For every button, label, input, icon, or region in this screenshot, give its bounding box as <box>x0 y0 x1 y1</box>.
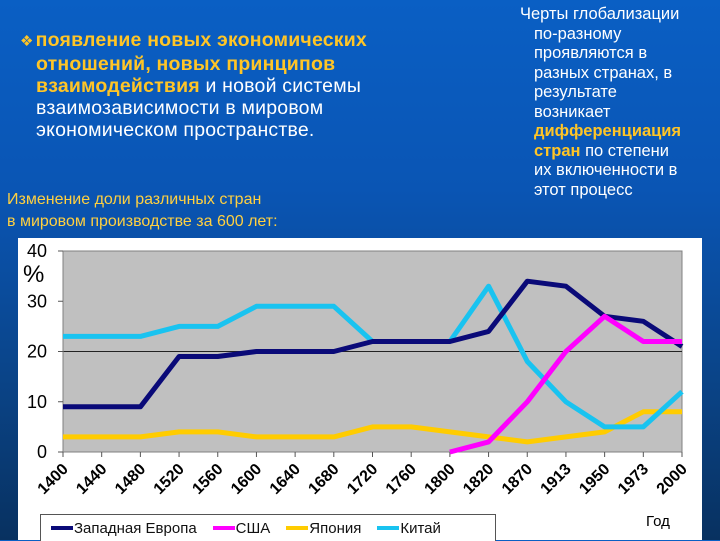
x-tick-label: 1820 <box>460 461 497 498</box>
x-tick-label: 2000 <box>654 461 691 498</box>
chart-legend: Западная Европа США Япония Китай <box>40 514 496 541</box>
side-note-highlight-1: дифференциация <box>534 122 682 140</box>
line-chart: 0 10 20 30 40% 1400 1440 1480 1520 1560 1600 1640 16… <box>23 241 691 530</box>
legend-item: Китай <box>377 520 441 537</box>
legend-item: Западная Европа <box>51 520 197 537</box>
legend-label: Китай <box>400 519 441 537</box>
x-tick-label: 1973 <box>615 461 652 498</box>
series-line-1 <box>449 313 682 455</box>
y-tick-label: 0 <box>37 442 47 462</box>
legend-label: Япония <box>309 519 362 537</box>
x-tick-label: 1560 <box>189 461 226 498</box>
legend-item: США <box>212 519 271 537</box>
y-tick-label: 10 <box>27 392 47 412</box>
x-tick-label: 1480 <box>112 461 149 498</box>
bullet-highlight-line-3: взаимодействия <box>36 75 200 97</box>
y-tick-label: 20 <box>27 342 47 362</box>
bullet-plain-line-2: экономическом пространстве. <box>36 119 315 141</box>
chart-panel: 0 10 20 30 40% 1400 1440 1480 1520 1560 1600 1640 16… <box>18 238 702 540</box>
x-tick-label: 1760 <box>383 461 420 498</box>
x-tick-label: 1640 <box>267 461 304 498</box>
series-line-0 <box>63 278 684 410</box>
legend-label: США <box>235 519 271 537</box>
x-tick-label: 1520 <box>151 461 188 498</box>
y-tick-label: 40 <box>27 241 47 261</box>
legend-swatch-icon <box>51 526 73 530</box>
bullet-highlight-line-2: отношений, новых принципов <box>36 53 336 75</box>
side-note-highlight-2: стран <box>534 141 581 160</box>
bullet-highlight-line-1: появление новых экономических <box>35 29 367 51</box>
chart-caption: Изменение доли различных стран в мировом… <box>7 189 367 233</box>
legend-label: Западная Европа <box>74 519 197 537</box>
x-tick-label: 1400 <box>35 461 72 498</box>
bullet-text-block: ❖ появление новых экономических отношений… <box>20 29 460 141</box>
bullet-line-3-rest: и новой системы <box>199 75 362 97</box>
side-note-line: этот процесс <box>534 180 633 199</box>
y-tick-label: 30 <box>27 291 47 311</box>
x-tick-label: 1440 <box>73 461 110 498</box>
y-axis-label: % <box>23 261 44 288</box>
x-axis-label: Год <box>646 513 670 530</box>
caption-line-1: Изменение доли различных стран <box>7 191 262 208</box>
diamond-bullet-icon: ❖ <box>20 33 34 50</box>
side-note: Черты глобализации по-разному проявляютс… <box>520 5 720 200</box>
x-tick-label: 1800 <box>422 461 459 498</box>
x-tick-label: 1870 <box>499 461 536 498</box>
legend-swatch-icon <box>212 526 235 530</box>
side-note-line: результате <box>534 83 617 101</box>
series-line-2 <box>63 409 682 445</box>
side-note-line: возникает <box>534 102 611 121</box>
legend-swatch-icon <box>286 526 309 530</box>
legend-swatch-icon <box>377 526 400 530</box>
side-note-line: проявляются в <box>534 44 648 62</box>
x-tick-label: 1913 <box>538 461 575 498</box>
side-note-line: Черты глобализации <box>520 5 680 23</box>
bullet-plain-line-1: взаимозависимости в мировом <box>36 97 324 119</box>
side-note-line: разных странах, в <box>534 63 673 82</box>
x-tick-label: 1600 <box>228 461 265 498</box>
side-note-line: их включенности в <box>534 161 678 179</box>
x-tick-label: 1680 <box>305 461 342 498</box>
side-note-line: по-разному <box>534 24 622 43</box>
legend-item: Япония <box>286 520 361 537</box>
side-note-after-highlight: по степени <box>580 141 670 160</box>
caption-line-2: в мировом производстве за 600 лет: <box>7 213 278 230</box>
x-tick-label: 1720 <box>344 461 381 498</box>
x-tick-label: 1950 <box>576 461 613 498</box>
